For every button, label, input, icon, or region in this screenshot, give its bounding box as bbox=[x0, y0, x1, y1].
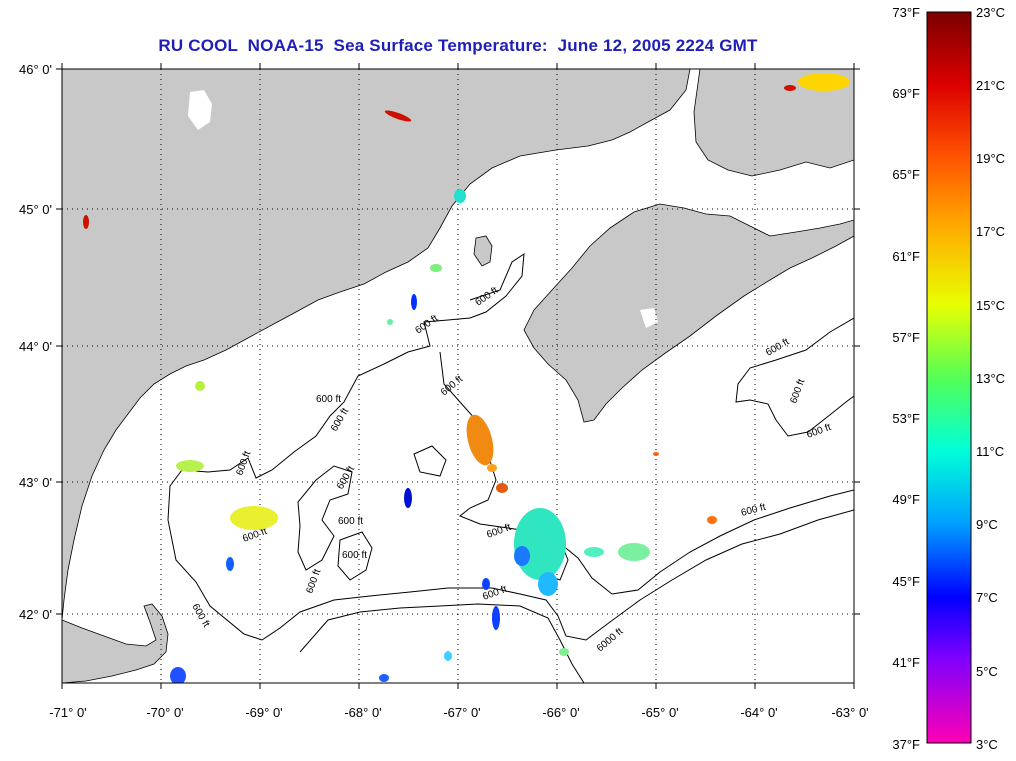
sst-patches bbox=[83, 73, 850, 683]
sst-patch bbox=[404, 488, 412, 508]
sst-patch bbox=[466, 414, 494, 466]
sst-patch bbox=[230, 506, 278, 530]
land-nova-scotia bbox=[523, 203, 854, 423]
svg-text:600 ft: 600 ft bbox=[338, 516, 363, 527]
sst-patch bbox=[482, 578, 490, 590]
sst-patch bbox=[707, 516, 717, 524]
lat-label: 46° 0' bbox=[19, 62, 52, 77]
svg-text:65°F: 65°F bbox=[892, 167, 920, 182]
svg-text:61°F: 61°F bbox=[892, 249, 920, 264]
latitude-labels: 46° 0' 45° 0' 44° 0' 43° 0' 42° 0' bbox=[19, 62, 52, 622]
colorbar bbox=[926, 11, 972, 744]
map-title: RU COOL NOAA-15 Sea Surface Temperature:… bbox=[158, 36, 758, 55]
svg-text:13°C: 13°C bbox=[976, 371, 1005, 386]
lon-label: -65° 0' bbox=[641, 705, 678, 720]
svg-text:11°C: 11°C bbox=[976, 444, 1004, 459]
sst-patch bbox=[496, 483, 508, 493]
sst-patch bbox=[653, 452, 659, 456]
sst-patch bbox=[226, 557, 234, 571]
sst-patch bbox=[487, 464, 497, 472]
sst-patch bbox=[618, 543, 650, 561]
sst-patch bbox=[384, 110, 412, 122]
svg-text:9°C: 9°C bbox=[976, 517, 998, 532]
sst-patch bbox=[798, 73, 850, 91]
lon-label: -69° 0' bbox=[245, 705, 282, 720]
lon-label: -70° 0' bbox=[146, 705, 183, 720]
sst-patch bbox=[514, 546, 530, 566]
svg-text:53°F: 53°F bbox=[892, 411, 920, 426]
svg-text:57°F: 57°F bbox=[892, 330, 920, 345]
svg-text:7°C: 7°C bbox=[976, 590, 998, 605]
sst-patch bbox=[559, 648, 569, 656]
svg-text:41°F: 41°F bbox=[892, 655, 920, 670]
sst-patch bbox=[784, 85, 796, 91]
lat-label: 43° 0' bbox=[19, 475, 52, 490]
lon-label: -64° 0' bbox=[740, 705, 777, 720]
graticule bbox=[62, 69, 854, 683]
sst-patch bbox=[379, 674, 389, 682]
sst-patch bbox=[176, 460, 204, 472]
sst-patch bbox=[514, 508, 566, 580]
land-mainland bbox=[62, 69, 691, 621]
svg-text:73°F: 73°F bbox=[892, 5, 920, 20]
sst-patch bbox=[195, 381, 205, 391]
sst-patch bbox=[170, 667, 186, 683]
lat-label: 45° 0' bbox=[19, 202, 52, 217]
svg-text:69°F: 69°F bbox=[892, 86, 920, 101]
svg-text:37°F: 37°F bbox=[892, 737, 920, 752]
svg-text:23°C: 23°C bbox=[976, 5, 1005, 20]
sst-patch bbox=[538, 572, 558, 596]
colorbar-fahrenheit-labels: 73°F 69°F 65°F 61°F 57°F 53°F 49°F 45°F … bbox=[892, 5, 920, 752]
lat-label: 44° 0' bbox=[19, 339, 52, 354]
sst-patch bbox=[411, 294, 417, 310]
lon-label: -67° 0' bbox=[443, 705, 480, 720]
sst-patch bbox=[492, 606, 500, 630]
lat-label: 42° 0' bbox=[19, 607, 52, 622]
svg-text:600 ft: 600 ft bbox=[316, 394, 341, 405]
sst-patch bbox=[430, 264, 442, 272]
colorbar-celsius-labels: 23°C 21°C 19°C 17°C 15°C 13°C 11°C 9°C 7… bbox=[976, 5, 1005, 752]
lon-label: -71° 0' bbox=[49, 705, 86, 720]
sst-patch bbox=[387, 319, 393, 325]
svg-text:17°C: 17°C bbox=[976, 224, 1005, 239]
land-grand-manan bbox=[473, 235, 493, 267]
sst-patch bbox=[584, 547, 604, 557]
sst-patch bbox=[83, 215, 89, 229]
sst-patch bbox=[454, 189, 466, 203]
svg-text:45°F: 45°F bbox=[892, 574, 920, 589]
svg-text:600 ft: 600 ft bbox=[342, 550, 367, 561]
svg-text:3°C: 3°C bbox=[976, 737, 998, 752]
land-northeast bbox=[693, 69, 854, 177]
svg-text:49°F: 49°F bbox=[892, 492, 920, 507]
lon-label: -68° 0' bbox=[344, 705, 381, 720]
svg-text:5°C: 5°C bbox=[976, 664, 998, 679]
svg-text:19°C: 19°C bbox=[976, 151, 1005, 166]
axis-ticks bbox=[56, 63, 860, 689]
sst-patch bbox=[444, 651, 452, 661]
svg-text:21°C: 21°C bbox=[976, 78, 1005, 93]
svg-text:15°C: 15°C bbox=[976, 298, 1005, 313]
land-cape-cod bbox=[62, 603, 169, 683]
lon-label: -66° 0' bbox=[542, 705, 579, 720]
lon-label: -63° 0' bbox=[831, 705, 868, 720]
longitude-labels: -71° 0' -70° 0' -69° 0' -68° 0' -67° 0' … bbox=[49, 705, 868, 720]
